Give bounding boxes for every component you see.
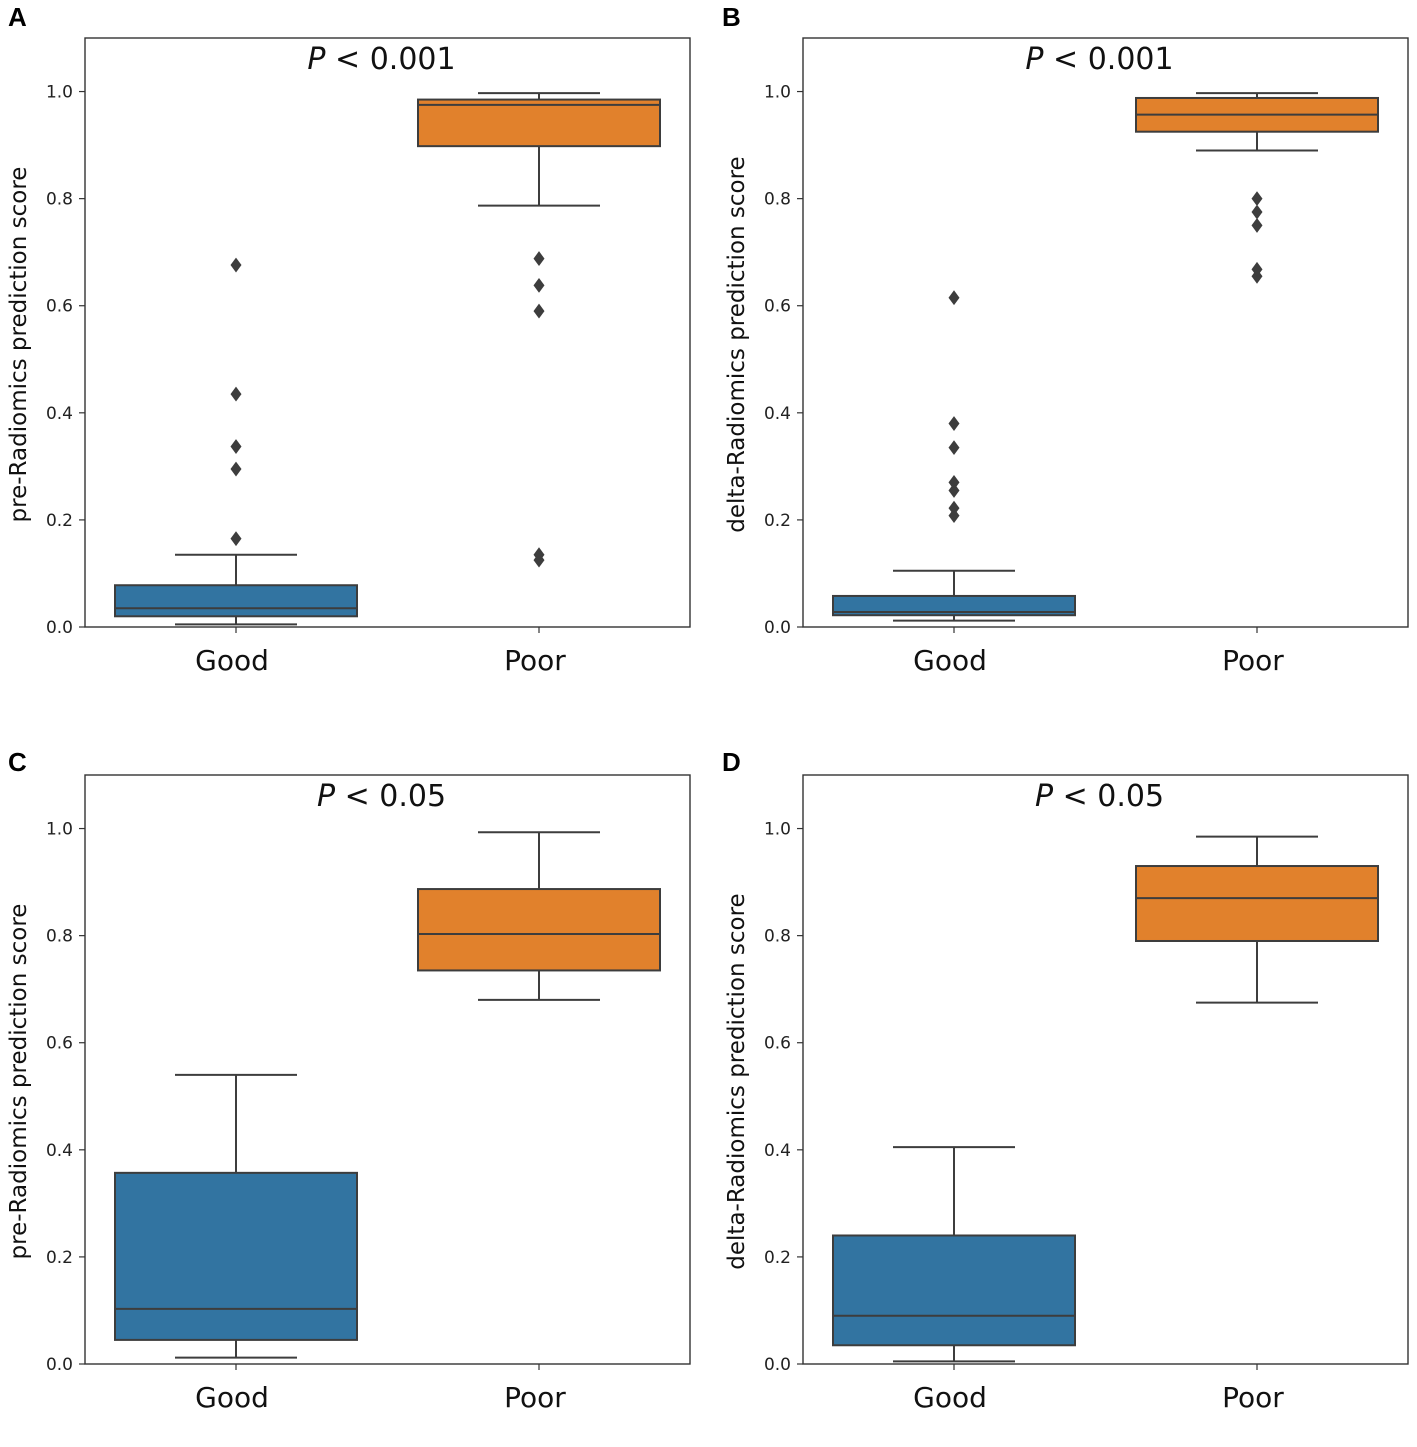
y-tick-label: 0.8 — [46, 927, 73, 947]
p-value-text: < 0.001 — [326, 42, 456, 77]
y-tick-label: 1.0 — [46, 83, 73, 103]
p-value-annotation: P < 0.001 — [307, 42, 455, 77]
outlier-point — [948, 440, 960, 456]
outlier-point — [533, 303, 545, 319]
outlier-point — [1251, 191, 1263, 207]
y-tick-label: 0.4 — [764, 404, 791, 424]
p-value-text: < 0.05 — [1053, 779, 1164, 814]
outlier-point — [1251, 204, 1263, 220]
y-axis-label: pre-Radiomics prediction score — [6, 167, 32, 523]
x-category-label: Good — [195, 644, 269, 677]
outlier-point — [948, 416, 960, 431]
panel-label-c: C — [8, 747, 27, 777]
box-iqr — [114, 584, 358, 618]
box-iqr — [114, 1171, 358, 1341]
chart-panel-c: C 0.0 0.2 0.4 0.6 0.8 1.0 pre-Radiomics predic… — [0, 737, 708, 1447]
box-good — [832, 1146, 1076, 1363]
y-tick-label: 0.0 — [46, 1355, 73, 1375]
plot-frame — [802, 774, 1409, 1365]
x-category-label: Poor — [1222, 1381, 1284, 1414]
box-good — [114, 1073, 358, 1359]
x-category-label: Poor — [1222, 644, 1284, 677]
outlier-point — [533, 547, 545, 563]
y-tick-label: 0.0 — [764, 618, 791, 638]
chart-panel-a: A 0.0 0.2 0.4 0.6 0.8 1.0 pre-Radiomics predic… — [0, 0, 708, 710]
plot-frame — [84, 37, 691, 628]
y-tick-label: 0.6 — [46, 1034, 73, 1054]
y-tick-label: 0.2 — [46, 511, 73, 531]
outlier-point — [230, 257, 242, 273]
y-axis-label: delta-Radiomics prediction score — [724, 156, 750, 532]
x-category-label: Poor — [504, 1381, 566, 1414]
y-tick-label: 0.2 — [764, 1248, 791, 1268]
x-category-label: Poor — [504, 644, 566, 677]
plot-frame — [802, 37, 1409, 628]
y-tick-label: 0.0 — [46, 618, 73, 638]
y-tick-label: 0.8 — [764, 927, 791, 947]
box-poor — [417, 831, 661, 1001]
x-category-label: Good — [195, 1381, 269, 1414]
panel-label-b: B — [722, 2, 741, 32]
p-value-annotation: P < 0.05 — [317, 779, 446, 814]
box-poor — [1135, 92, 1379, 284]
y-tick-label: 0.4 — [764, 1141, 791, 1161]
box-iqr — [417, 888, 661, 972]
p-value-annotation: P < 0.001 — [1025, 42, 1173, 77]
y-tick-label: 0.6 — [764, 1034, 791, 1054]
boxplot-chart-a: 0.0 0.2 0.4 0.6 0.8 1.0 pre-Radiomics predicti… — [6, 37, 691, 677]
p-value-text: < 0.001 — [1044, 42, 1174, 77]
outlier-point — [230, 386, 242, 402]
y-tick-label: 0.8 — [764, 190, 791, 210]
y-tick-label: 0.4 — [46, 1141, 73, 1161]
boxplot-chart-d: 0.0 0.2 0.4 0.6 0.8 1.0 delta-Radiomics predic… — [724, 774, 1409, 1414]
p-value-annotation: P < 0.05 — [1035, 779, 1164, 814]
box-iqr — [832, 594, 1076, 617]
boxplot-chart-b: 0.0 0.2 0.4 0.6 0.8 1.0 delta-Radiomics predic… — [724, 37, 1409, 677]
y-tick-label: 1.0 — [764, 820, 791, 840]
boxplot-chart-c: 0.0 0.2 0.4 0.6 0.8 1.0 pre-Radiomics predicti… — [6, 774, 691, 1414]
p-value-italic: P — [1025, 42, 1044, 77]
outlier-point — [533, 277, 545, 293]
y-tick-label: 0.4 — [46, 404, 73, 424]
y-tick-label: 0.8 — [46, 190, 73, 210]
outlier-point — [533, 251, 545, 267]
p-value-text: < 0.05 — [335, 779, 446, 814]
box-good — [832, 290, 1076, 622]
y-tick-label: 0.2 — [764, 511, 791, 531]
outlier-point — [230, 439, 242, 454]
x-category-label: Good — [913, 644, 987, 677]
plot-frame — [84, 774, 691, 1365]
y-tick-label: 0.6 — [764, 297, 791, 317]
p-value-italic: P — [1035, 779, 1054, 814]
x-category-label: Good — [913, 1381, 987, 1414]
box-iqr — [832, 1234, 1076, 1347]
y-tick-label: 1.0 — [764, 83, 791, 103]
box-iqr — [1135, 865, 1379, 942]
outlier-point — [230, 531, 242, 547]
y-tick-label: 0.0 — [764, 1355, 791, 1375]
outlier-point — [948, 483, 960, 498]
p-value-italic: P — [307, 42, 326, 77]
y-axis-label: delta-Radiomics prediction score — [724, 893, 750, 1269]
outlier-point — [948, 475, 960, 490]
box-good — [114, 257, 358, 626]
outlier-point — [948, 508, 960, 524]
y-tick-label: 0.2 — [46, 1248, 73, 1268]
panel-label-a: A — [8, 2, 27, 32]
y-tick-label: 1.0 — [46, 820, 73, 840]
outlier-point — [948, 290, 960, 306]
panel-label-d: D — [722, 747, 741, 777]
outlier-point — [1251, 217, 1263, 233]
outlier-point — [948, 500, 960, 516]
p-value-italic: P — [317, 779, 336, 814]
chart-panel-b: B 0.0 0.2 0.4 0.6 0.8 1.0 delta-Radiomics pred… — [718, 0, 1417, 710]
box-iqr — [417, 98, 661, 148]
outlier-point — [1251, 261, 1263, 277]
box-poor — [1135, 835, 1379, 1004]
outlier-point — [230, 461, 242, 477]
chart-panel-d: D 0.0 0.2 0.4 0.6 0.8 1.0 delta-Radiomics pred… — [718, 737, 1417, 1447]
box-poor — [417, 92, 661, 568]
y-axis-label: pre-Radiomics prediction score — [6, 904, 32, 1260]
y-tick-label: 0.6 — [46, 297, 73, 317]
